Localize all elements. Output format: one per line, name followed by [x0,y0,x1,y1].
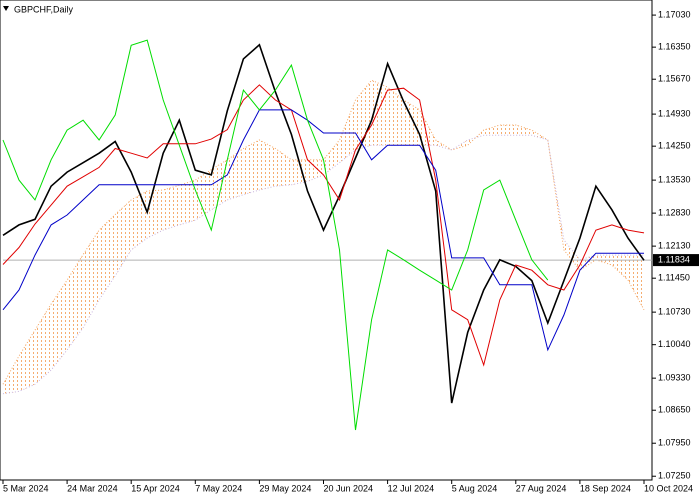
y-tick-label: 1.08650 [658,405,691,415]
x-tick-label: 15 Apr 2024 [131,483,180,493]
current-price-box [653,254,699,267]
y-tick-label: 1.11450 [658,273,690,283]
y-tick-label: 1.16350 [658,42,691,52]
y-tick-label: 1.17030 [658,9,691,19]
y-tick-label: 1.12130 [658,241,691,251]
y-tick-label: 1.09330 [658,373,691,383]
x-tick-label: 29 May 2024 [259,483,311,493]
y-tick-label: 1.13530 [658,174,691,184]
x-tick-label: 5 Aug 2024 [452,483,498,493]
chart-title: GBPCHF,Daily [14,4,74,14]
title-arrow [3,6,9,11]
y-tick-label: 1.10730 [658,307,691,317]
x-tick-label: 12 Jul 2024 [388,483,435,493]
y-tick-label: 1.10040 [658,339,691,349]
y-tick-label: 1.07950 [658,438,691,448]
y-tick-label: 1.07250 [658,471,691,481]
y-tick-label: 1.14250 [658,141,691,151]
x-tick-label: 7 May 2024 [195,483,242,493]
x-tick-label: 27 Aug 2024 [516,483,567,493]
y-tick-label: 1.14930 [658,108,691,118]
x-tick-label: 20 Jun 2024 [323,483,373,493]
series-line [2,39,549,431]
series-line [2,109,644,352]
y-tick-label: 1.15670 [658,74,691,84]
x-tick-label: 5 Mar 2024 [3,483,49,493]
series-line [2,43,645,404]
x-tick-label: 24 Mar 2024 [67,483,118,493]
x-tick-label: 10 Oct 2024 [644,483,693,493]
x-tick-label: 18 Sep 2024 [580,483,631,493]
current-price-label: 1.11834 [658,254,690,264]
cloud-fill [3,80,644,394]
series-line [2,84,645,367]
y-tick-label: 1.12830 [658,207,691,217]
